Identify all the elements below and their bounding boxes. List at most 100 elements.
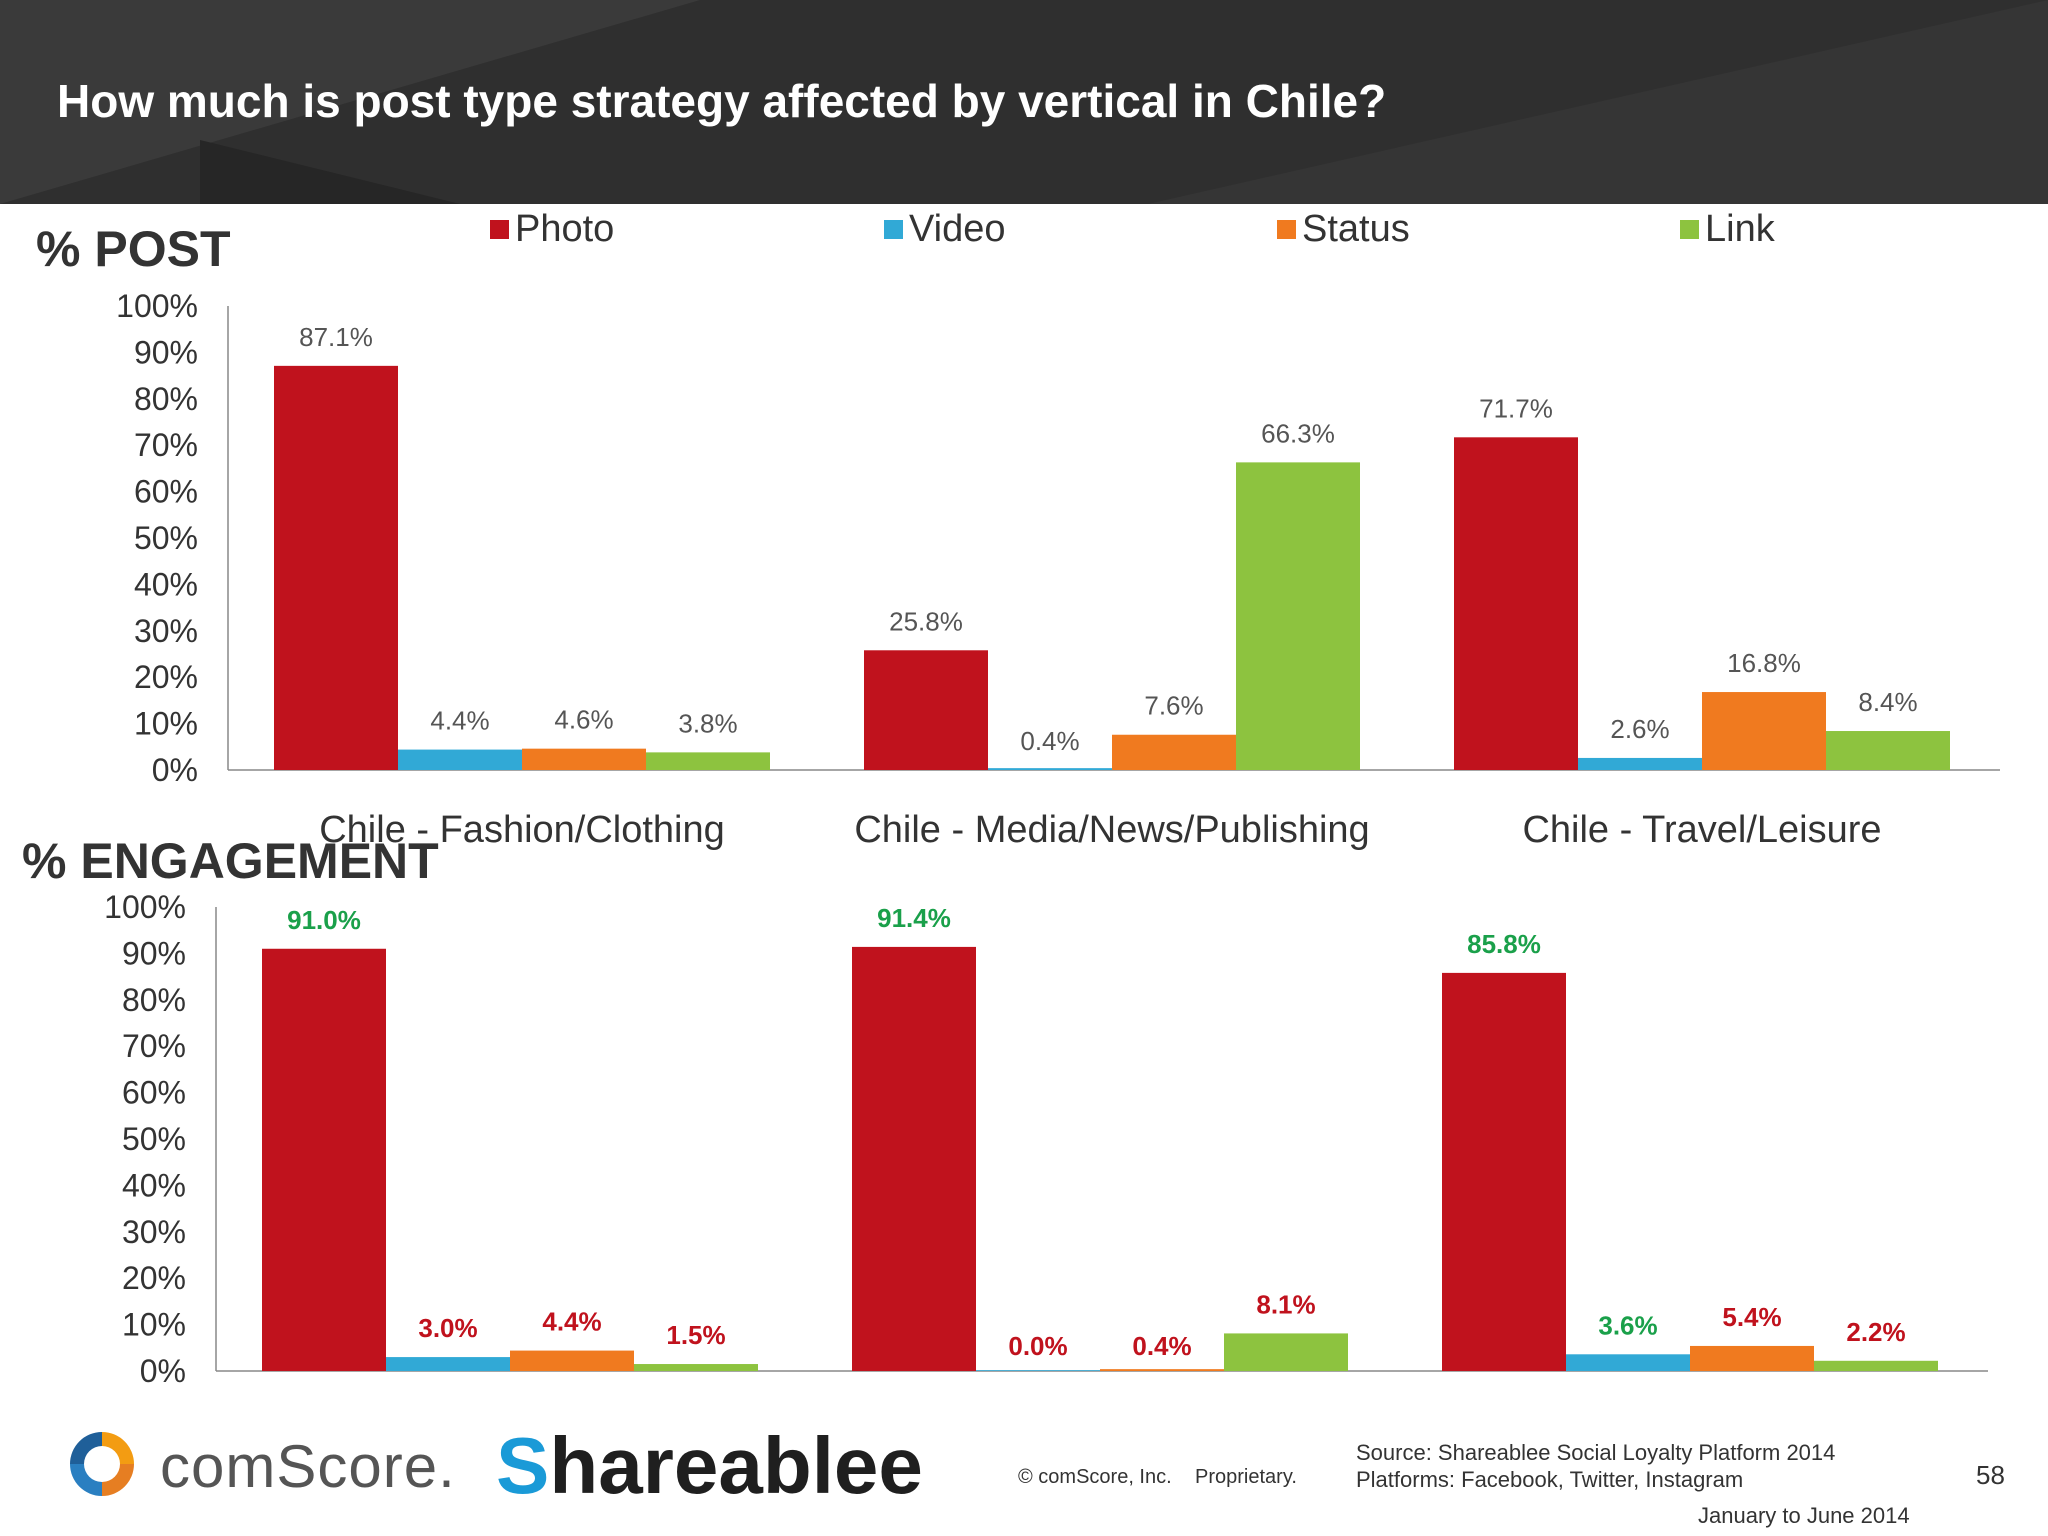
post-y-tick-label: 70% <box>134 427 198 463</box>
post-bar-video <box>398 749 522 770</box>
comscore-wordmark: comScore. <box>160 1433 456 1500</box>
engagement-y-tick-label: 0% <box>140 1353 186 1389</box>
engagement-y-tick-label: 50% <box>122 1121 186 1157</box>
post-bar-video <box>1578 757 1702 770</box>
legend-label-photo: Photo <box>515 207 615 250</box>
date-range-text: January to June 2014 <box>1698 1503 1910 1528</box>
post-y-tick-label: 90% <box>134 334 198 370</box>
engagement-y-tick-label: 30% <box>122 1214 186 1250</box>
copyright-text: © comScore, Inc. <box>1018 1466 1172 1488</box>
post-y-tick-label: 30% <box>134 613 198 649</box>
post-chart-title: % POST <box>36 221 231 277</box>
engagement-bar-status <box>1100 1369 1224 1371</box>
engagement-chart-title: % ENGAGEMENT <box>22 833 439 889</box>
header-bar: How much is post type strategy affected … <box>0 0 2048 204</box>
legend-label-link: Link <box>1705 207 1775 250</box>
proprietary-text: Proprietary. <box>1195 1466 1297 1488</box>
engagement-data-label: 4.4% <box>542 1307 601 1337</box>
engagement-y-tick-label: 10% <box>122 1307 186 1343</box>
post-y-tick-label: 10% <box>134 706 198 742</box>
post-bar-photo <box>1454 437 1578 770</box>
legend-item-status: Status <box>1277 207 1410 251</box>
engagement-data-label: 1.5% <box>666 1320 725 1350</box>
engagement-y-tick-label: 80% <box>122 982 186 1018</box>
legend-item-link: Link <box>1680 207 1775 251</box>
engagement-data-label: 85.8% <box>1467 929 1541 959</box>
post-data-label: 87.1% <box>299 322 373 352</box>
engagement-y-tick-label: 90% <box>122 935 186 971</box>
header-facet <box>1148 0 2048 204</box>
legend-label-video: Video <box>909 207 1006 250</box>
engagement-bar-link <box>1224 1333 1348 1371</box>
post-category-label: Chile - Media/News/Publishing <box>854 809 1369 851</box>
header-facet <box>200 140 460 204</box>
shareablee-logo: Shareablee <box>496 1421 923 1510</box>
post-data-label: 7.6% <box>1144 691 1203 721</box>
platforms-text: Platforms: Facebook, Twitter, Instagram <box>1356 1467 1744 1492</box>
post-bar-status <box>522 748 646 770</box>
footer <box>0 1392 2048 1536</box>
post-bar-link <box>1236 462 1360 770</box>
post-data-label: 3.8% <box>678 708 737 738</box>
post-category-label: Chile - Fashion/Clothing <box>319 809 725 851</box>
engagement-bar-photo <box>262 948 386 1371</box>
post-y-tick-label: 60% <box>134 474 198 510</box>
engagement-bar-photo <box>852 946 976 1371</box>
legend-label-status: Status <box>1302 207 1410 250</box>
post-data-label: 16.8% <box>1727 648 1801 678</box>
legend-swatch-video <box>884 219 903 239</box>
post-category-label: Chile - Travel/Leisure <box>1522 809 1881 851</box>
post-y-tick-label: 40% <box>134 566 198 602</box>
post-y-tick-label: 50% <box>134 520 198 556</box>
slide-title: How much is post type strategy affected … <box>57 75 1387 127</box>
engagement-data-label: 5.4% <box>1722 1302 1781 1332</box>
post-data-label: 71.7% <box>1479 393 1553 423</box>
engagement-bar-photo <box>1442 972 1566 1371</box>
post-bar-photo <box>864 650 988 770</box>
post-data-label: 8.4% <box>1858 687 1917 717</box>
post-bar-video <box>988 768 1112 770</box>
legend-swatch-photo <box>490 219 509 239</box>
post-bar-link <box>1826 731 1950 770</box>
engagement-y-tick-label: 40% <box>122 1167 186 1203</box>
post-data-label: 2.6% <box>1610 714 1669 744</box>
post-y-tick-label: 20% <box>134 659 198 695</box>
engagement-data-label: 0.0% <box>1008 1331 1067 1361</box>
comscore-logo-icon <box>70 1432 134 1496</box>
post-y-tick-label: 0% <box>152 752 198 788</box>
engagement-y-tick-label: 20% <box>122 1260 186 1296</box>
legend-swatch-status <box>1277 219 1296 239</box>
page-number: 58 <box>1976 1460 2005 1490</box>
post-data-label: 0.4% <box>1020 726 1079 756</box>
post-data-label: 66.3% <box>1261 418 1335 448</box>
engagement-y-tick-label: 70% <box>122 1028 186 1064</box>
engagement-data-label: 3.0% <box>418 1313 477 1343</box>
engagement-bar-status <box>1690 1345 1814 1371</box>
engagement-data-label: 91.0% <box>287 905 361 935</box>
post-data-label: 4.6% <box>554 705 613 735</box>
post-y-tick-label: 100% <box>116 288 198 324</box>
post-bar-status <box>1702 692 1826 770</box>
engagement-bar-video <box>1566 1354 1690 1371</box>
post-bar-status <box>1112 734 1236 770</box>
engagement-bar-video <box>976 1370 1100 1371</box>
post-y-tick-label: 80% <box>134 381 198 417</box>
legend-item-video: Video <box>884 207 1006 251</box>
engagement-data-label: 2.2% <box>1846 1317 1905 1347</box>
post-bar-photo <box>274 365 398 770</box>
post-data-label: 4.4% <box>430 706 489 736</box>
post-data-label: 25.8% <box>889 606 963 636</box>
engagement-data-label: 8.1% <box>1256 1289 1315 1319</box>
engagement-data-label: 3.6% <box>1598 1310 1657 1340</box>
engagement-data-label: 91.4% <box>877 903 951 933</box>
engagement-bar-status <box>510 1350 634 1371</box>
engagement-bar-link <box>1814 1360 1938 1371</box>
engagement-y-tick-label: 100% <box>104 889 186 925</box>
post-bar-link <box>646 752 770 770</box>
engagement-bar-video <box>386 1357 510 1371</box>
engagement-y-tick-label: 60% <box>122 1075 186 1111</box>
source-text: Source: Shareablee Social Loyalty Platfo… <box>1356 1440 1836 1465</box>
engagement-data-label: 0.4% <box>1132 1331 1191 1361</box>
legend-item-photo: Photo <box>490 207 614 251</box>
